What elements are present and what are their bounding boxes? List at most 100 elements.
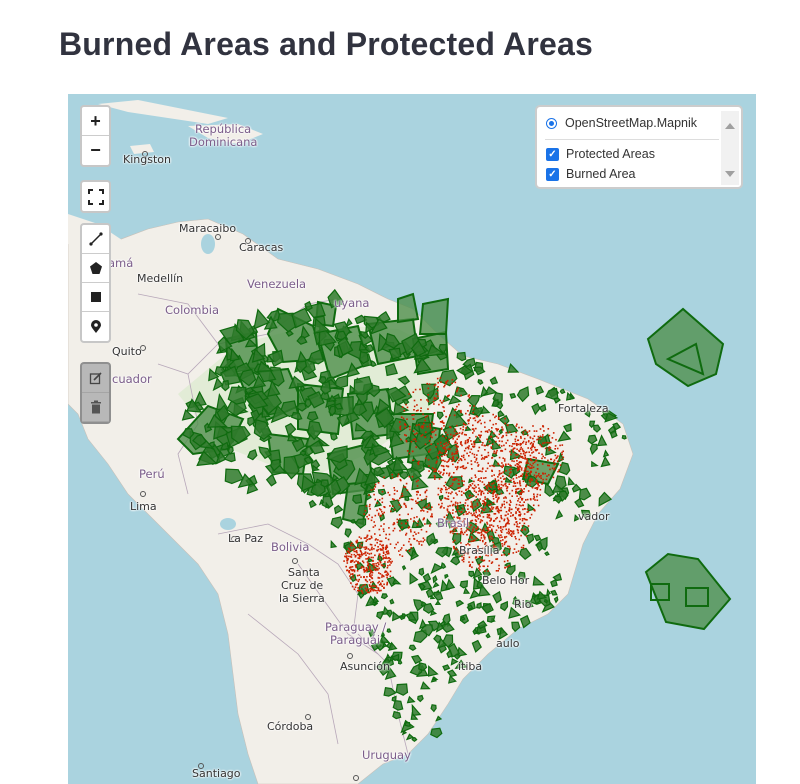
protected-area-polygon[interactable] <box>418 567 425 576</box>
protected-area-polygon[interactable] <box>485 632 491 639</box>
protected-area-polygon[interactable] <box>237 473 255 489</box>
protected-area-polygon[interactable] <box>435 715 443 722</box>
protected-area-polygon[interactable] <box>463 587 471 594</box>
protected-area-polygon[interactable] <box>455 599 465 608</box>
protected-area-polygon[interactable] <box>251 347 266 363</box>
protected-area-polygon[interactable] <box>440 562 447 570</box>
protected-area-polygon[interactable] <box>435 520 445 528</box>
protected-area-polygon[interactable] <box>422 602 435 614</box>
protected-area-polygon[interactable] <box>405 436 412 443</box>
protected-area-polygon[interactable] <box>227 386 247 405</box>
protected-area-polygon[interactable] <box>376 610 384 620</box>
protected-area-polygon[interactable] <box>427 665 439 677</box>
protected-area-polygon[interactable] <box>392 455 409 471</box>
protected-area-polygon[interactable] <box>307 420 323 441</box>
protected-area-polygon[interactable] <box>401 730 408 736</box>
protected-area-polygon[interactable] <box>410 549 420 561</box>
protected-area-polygon[interactable] <box>186 398 203 413</box>
protected-area-polygon[interactable] <box>393 402 410 416</box>
protected-area-polygon[interactable] <box>418 618 427 630</box>
protected-area-polygon[interactable] <box>456 365 474 376</box>
protected-area-polygon[interactable] <box>230 425 251 444</box>
protected-area-polygon[interactable] <box>295 402 308 412</box>
protected-area-polygon[interactable] <box>520 429 529 436</box>
protected-area-polygon[interactable] <box>319 391 331 401</box>
protected-area-polygon[interactable] <box>519 614 531 629</box>
protected-area-polygon[interactable] <box>551 483 566 493</box>
protected-area-polygon[interactable] <box>451 532 462 546</box>
protected-area-polygon[interactable] <box>477 575 483 582</box>
protected-area-polygon[interactable] <box>216 404 231 423</box>
protected-area-polygon[interactable] <box>288 375 308 389</box>
protected-area-polygon[interactable] <box>456 351 467 362</box>
protected-area-polygon[interactable] <box>442 394 451 403</box>
protected-area-polygon[interactable] <box>374 407 395 429</box>
protected-area-polygon[interactable] <box>446 669 458 678</box>
protected-area-polygon[interactable] <box>336 413 350 428</box>
protected-area-polygon[interactable] <box>597 434 608 447</box>
protected-area-polygon[interactable] <box>217 336 233 353</box>
protected-area-polygon[interactable] <box>270 404 289 424</box>
protected-area-polygon[interactable] <box>604 411 619 423</box>
protected-area-polygon[interactable] <box>418 297 450 335</box>
protected-area-polygon[interactable] <box>609 429 618 439</box>
protected-area-polygon[interactable] <box>389 499 403 513</box>
protected-area-polygon[interactable] <box>196 450 218 467</box>
protected-area-polygon[interactable] <box>386 628 392 633</box>
protected-area-polygon[interactable] <box>369 316 388 336</box>
zoom-out-button[interactable]: − <box>90 140 101 160</box>
protected-area-polygon[interactable] <box>327 288 344 309</box>
protected-area-polygon[interactable] <box>350 518 356 524</box>
protected-area-atlantic-1[interactable] <box>646 307 725 388</box>
protected-area-polygon[interactable] <box>410 711 419 720</box>
protected-area-polygon[interactable] <box>301 445 314 457</box>
protected-area-polygon[interactable] <box>418 582 426 592</box>
protected-area-atlantic-2b[interactable] <box>650 583 670 601</box>
protected-area-polygon[interactable] <box>221 379 230 392</box>
protected-area-polygon[interactable] <box>307 391 325 409</box>
protected-area-polygon[interactable] <box>328 405 337 417</box>
protected-area-polygon[interactable] <box>235 319 255 340</box>
protected-area-polygon[interactable] <box>411 460 425 474</box>
protected-area-polygon[interactable] <box>389 417 410 433</box>
protected-area-polygon[interactable] <box>304 300 313 312</box>
protected-area-polygon[interactable] <box>574 497 585 508</box>
protected-area-polygon[interactable] <box>333 402 343 410</box>
map-canvas[interactable] <box>68 94 756 784</box>
protected-area-polygon[interactable] <box>313 317 330 334</box>
protected-area-polygon[interactable] <box>434 600 442 606</box>
protected-area-polygon[interactable] <box>258 446 272 460</box>
protected-area-polygon[interactable] <box>429 609 438 617</box>
protected-area-polygon[interactable] <box>325 501 331 509</box>
protected-area-polygon[interactable] <box>299 385 306 393</box>
protected-area-polygon[interactable] <box>426 518 433 525</box>
protected-area-polygon[interactable] <box>498 428 503 435</box>
protected-area-polygon[interactable] <box>291 307 312 329</box>
protected-area-polygon[interactable] <box>410 654 423 665</box>
protected-area-polygon[interactable] <box>296 360 308 374</box>
protected-area-polygon[interactable] <box>384 332 401 349</box>
protected-area-polygon[interactable] <box>266 354 275 363</box>
protected-area-polygon[interactable] <box>444 578 456 591</box>
protected-area-polygon[interactable] <box>388 347 402 360</box>
protected-area-polygon[interactable] <box>386 458 395 466</box>
draw-marker-button[interactable] <box>82 312 109 341</box>
protected-area-polygon[interactable] <box>602 449 610 458</box>
protected-area-polygon[interactable] <box>376 398 391 415</box>
protected-area-polygon[interactable] <box>303 456 314 465</box>
burned-area-checkbox[interactable]: ✓ <box>546 167 559 181</box>
protected-area-polygon[interactable] <box>491 399 499 408</box>
protected-area-polygon[interactable] <box>426 344 446 357</box>
protected-area-polygon[interactable] <box>555 509 564 520</box>
protected-area-polygon[interactable] <box>430 727 443 739</box>
protected-area-polygon[interactable] <box>422 572 432 583</box>
protected-area-polygon[interactable] <box>469 589 481 599</box>
protected-area-polygon[interactable] <box>477 379 484 385</box>
protected-area-polygon[interactable] <box>375 310 391 323</box>
protected-area-polygon[interactable] <box>497 410 505 418</box>
protected-area-polygon[interactable] <box>330 516 343 529</box>
protected-area-polygon[interactable] <box>511 621 521 633</box>
protected-area-polygon[interactable] <box>301 474 317 492</box>
scroll-down-icon[interactable] <box>725 171 735 177</box>
protected-area-polygon[interactable] <box>442 425 459 441</box>
